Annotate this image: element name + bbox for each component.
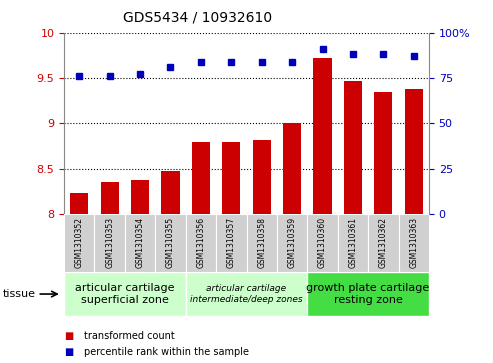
Text: GDS5434 / 10932610: GDS5434 / 10932610 (123, 11, 272, 25)
Text: ■: ■ (64, 347, 73, 357)
Text: growth plate cartilage
resting zone: growth plate cartilage resting zone (307, 283, 430, 305)
Text: GSM1310361: GSM1310361 (349, 217, 357, 268)
Text: GSM1310356: GSM1310356 (196, 216, 206, 268)
Bar (131, 180, 149, 214)
Bar (277, 214, 307, 272)
Bar (186, 214, 216, 272)
Bar (338, 214, 368, 272)
Bar (307, 214, 338, 272)
Bar (307, 272, 429, 316)
Bar (186, 272, 307, 316)
Bar (246, 214, 277, 272)
Text: GSM1310360: GSM1310360 (318, 216, 327, 268)
Text: GSM1310358: GSM1310358 (257, 217, 266, 268)
Bar (252, 140, 271, 214)
Text: GSM1310363: GSM1310363 (409, 216, 418, 268)
Bar (161, 171, 179, 214)
Bar (155, 214, 186, 272)
Text: GSM1310353: GSM1310353 (105, 216, 114, 268)
Text: articular cartilage
intermediate/deep zones: articular cartilage intermediate/deep zo… (190, 284, 303, 304)
Bar (192, 143, 210, 214)
Bar (374, 92, 392, 214)
Bar (314, 58, 332, 214)
Bar (70, 193, 88, 214)
Bar (64, 214, 95, 272)
Text: articular cartilage
superficial zone: articular cartilage superficial zone (75, 283, 175, 305)
Text: ■: ■ (64, 331, 73, 341)
Text: GSM1310355: GSM1310355 (166, 216, 175, 268)
Bar (216, 214, 246, 272)
Bar (64, 272, 186, 316)
Text: GSM1310362: GSM1310362 (379, 217, 388, 268)
Text: GSM1310359: GSM1310359 (287, 216, 297, 268)
Text: GSM1310357: GSM1310357 (227, 216, 236, 268)
Bar (283, 123, 301, 214)
Bar (368, 214, 398, 272)
Bar (222, 143, 241, 214)
Bar (405, 89, 423, 214)
Text: GSM1310354: GSM1310354 (136, 216, 144, 268)
Bar (101, 183, 119, 214)
Bar (95, 214, 125, 272)
Bar (125, 214, 155, 272)
Text: percentile rank within the sample: percentile rank within the sample (84, 347, 249, 357)
Bar (398, 214, 429, 272)
Bar (344, 81, 362, 214)
Text: transformed count: transformed count (84, 331, 175, 341)
Text: tissue: tissue (2, 289, 35, 299)
Text: GSM1310352: GSM1310352 (75, 217, 84, 268)
